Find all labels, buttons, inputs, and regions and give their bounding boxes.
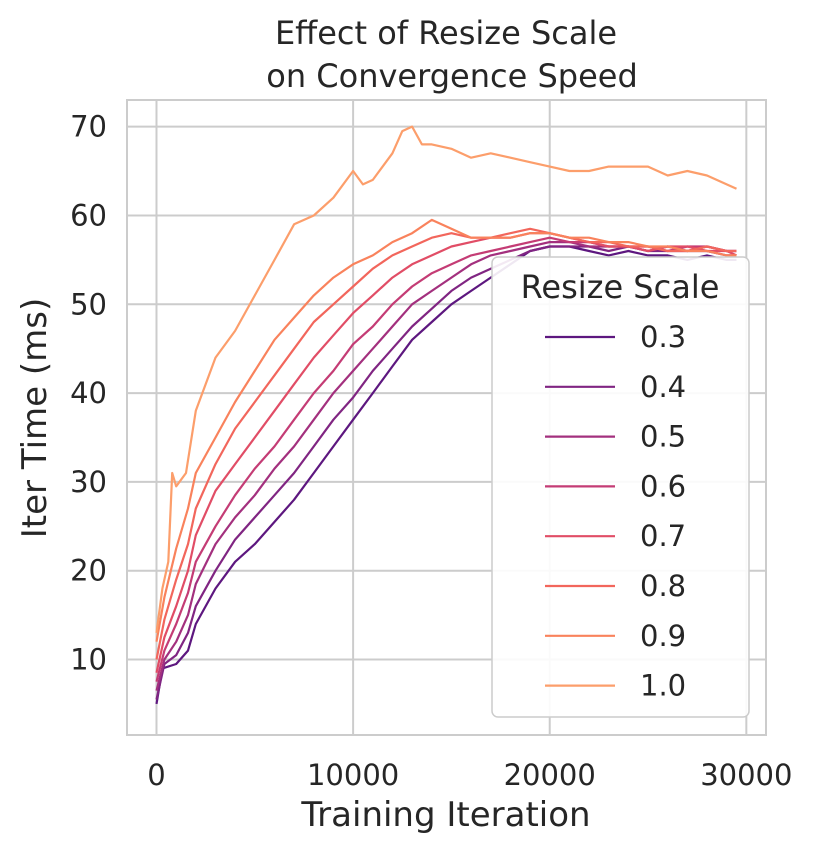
- x-tick-label: 10000: [307, 758, 399, 792]
- y-tick-label: 50: [70, 287, 107, 321]
- chart-title-line-2: on Convergence Speed: [266, 57, 638, 95]
- y-tick-label: 20: [70, 554, 107, 588]
- x-tick-label: 20000: [504, 758, 596, 792]
- y-tick-label: 10: [70, 643, 107, 677]
- legend-label-0.8: 0.8: [640, 569, 686, 603]
- chart-title-line-1: Effect of Resize Scale: [275, 14, 617, 52]
- series-line-0.7: [155, 232, 737, 674]
- y-axis-label: Iter Time (ms): [15, 298, 55, 538]
- x-axis-label: Training Iteration: [300, 795, 590, 835]
- legend-label-0.3: 0.3: [640, 320, 686, 354]
- plot-frame: [126, 99, 767, 736]
- y-tick-labels: 10 20 30 40 50 60 70: [70, 110, 107, 677]
- legend: Resize Scale 0.3 0.4 0.5 0.6 0.7 0.8 0.9 1.0: [491, 256, 750, 718]
- legend-items: 0.3 0.4 0.5 0.6 0.7 0.8 0.9 1.0: [545, 320, 686, 703]
- series-lines: [155, 125, 737, 705]
- x-tick-label: 0: [147, 758, 165, 792]
- legend-box: [491, 256, 750, 718]
- legend-title: Resize Scale: [521, 268, 720, 306]
- legend-label-0.7: 0.7: [640, 519, 686, 553]
- legend-label-0.9: 0.9: [640, 619, 686, 653]
- y-tick-label: 40: [70, 376, 107, 410]
- legend-label-1.0: 1.0: [640, 669, 686, 703]
- y-tick-label: 60: [70, 198, 107, 232]
- x-tick-labels: 0 10000 20000 30000: [147, 758, 792, 792]
- legend-label-0.4: 0.4: [640, 370, 686, 404]
- y-tick-label: 70: [70, 110, 107, 144]
- series-line-0.9: [155, 218, 737, 642]
- legend-label-0.6: 0.6: [640, 469, 686, 503]
- y-tick-label: 30: [70, 465, 107, 499]
- x-tick-label: 30000: [700, 758, 792, 792]
- series-line-0.8: [155, 227, 737, 660]
- series-line-1.0: [155, 125, 737, 634]
- legend-label-0.5: 0.5: [640, 420, 686, 454]
- series-line-0.3: [155, 245, 737, 705]
